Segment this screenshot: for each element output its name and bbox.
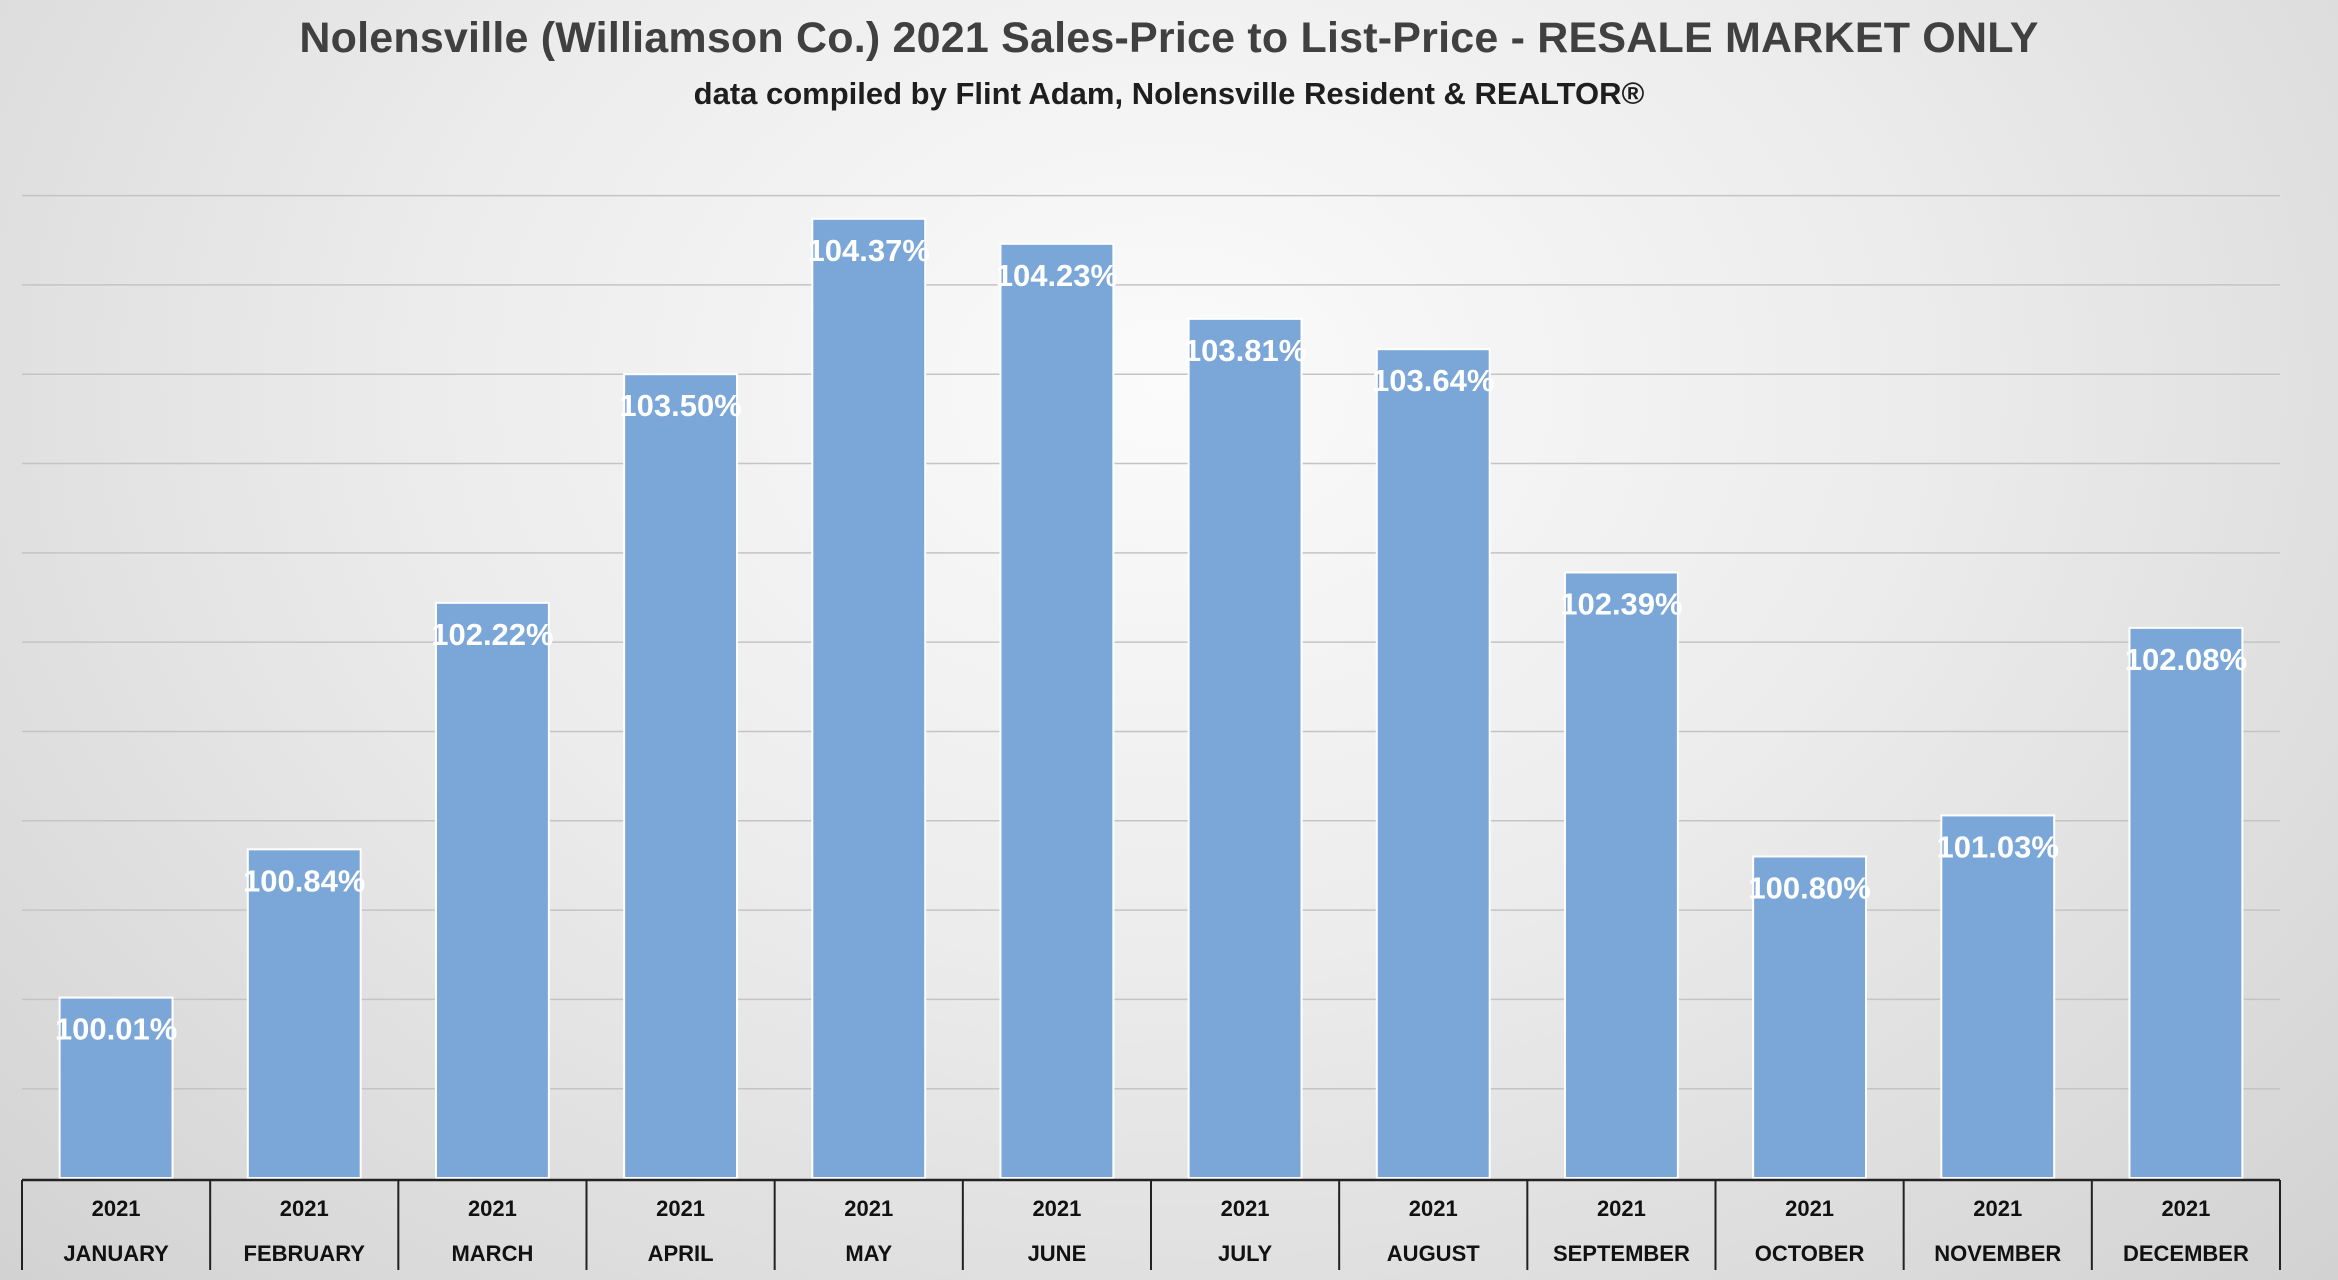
data-label: 104.23%	[996, 258, 1118, 293]
bar-november	[1940, 814, 2056, 1180]
tick-label-year: 2021	[1785, 1196, 1834, 1221]
data-label: 100.84%	[243, 863, 365, 898]
tick-label-month: JUNE	[1028, 1241, 1087, 1266]
data-label: 102.39%	[1560, 586, 1682, 621]
tick-label-month: OCTOBER	[1755, 1241, 1865, 1266]
tick-label-year: 2021	[1597, 1196, 1646, 1221]
bar-march	[434, 601, 550, 1179]
bar-february	[246, 848, 362, 1180]
tick-label-year: 2021	[468, 1196, 517, 1221]
tick-label-year: 2021	[656, 1196, 705, 1221]
data-label: 102.22%	[431, 617, 553, 652]
tick-label-year: 2021	[92, 1196, 141, 1221]
tick-label-year: 2021	[2161, 1196, 2210, 1221]
gridlines	[22, 194, 2280, 1090]
bar-january	[58, 996, 174, 1179]
tick-label-month: MARCH	[451, 1241, 533, 1266]
tick-label-month: SEPTEMBER	[1553, 1241, 1690, 1266]
tick-label-month: AUGUST	[1387, 1241, 1480, 1266]
tick-label-year: 2021	[1973, 1196, 2022, 1221]
data-label: 103.50%	[619, 388, 741, 423]
tick-label-month: FEBRUARY	[244, 1241, 366, 1266]
bar-september	[1563, 571, 1679, 1179]
bar-december	[2128, 626, 2244, 1179]
data-label: 104.37%	[808, 233, 930, 268]
data-label: 102.08%	[2125, 642, 2247, 677]
data-label: 103.64%	[1372, 363, 1494, 398]
bar-august	[1375, 348, 1491, 1179]
tick-label-year: 2021	[1032, 1196, 1081, 1221]
tick-label-month: MAY	[845, 1241, 892, 1266]
bar-may	[811, 217, 927, 1180]
tick-label-year: 2021	[280, 1196, 329, 1221]
bar-july	[1187, 317, 1303, 1179]
category-axis: 2021 JANUARY 2021 FEBRUARY 2021 MARCH 2021 APRI…	[21, 1178, 2281, 1270]
tick-label-year: 2021	[1221, 1196, 1270, 1221]
tick-label-month: APRIL	[648, 1241, 714, 1266]
bar-april	[623, 373, 739, 1179]
tick-label-year: 2021	[1409, 1196, 1458, 1221]
bar-june	[999, 242, 1115, 1180]
tick-label-month: NOVEMBER	[1934, 1241, 2061, 1266]
tick-label-month: JULY	[1218, 1241, 1273, 1266]
chart-title: Nolensville (Williamson Co.) 2021 Sales-…	[299, 14, 2039, 62]
data-label: 103.81%	[1184, 333, 1306, 368]
tick-label-year: 2021	[844, 1196, 893, 1221]
bar-october	[1752, 855, 1868, 1180]
data-label: 100.80%	[1748, 870, 1870, 905]
data-label: 100.01%	[55, 1012, 177, 1047]
data-label: 101.03%	[1937, 829, 2059, 864]
bars	[58, 217, 2244, 1180]
tick-label-month: JANUARY	[63, 1241, 169, 1266]
tick-label-month: DECEMBER	[2123, 1241, 2249, 1266]
chart-subtitle: data compiled by Flint Adam, Nolensville…	[693, 76, 1645, 111]
data-labels: 100.01% 100.84% 102.22% 103.50% 104.37% 104.2…	[55, 233, 2247, 1047]
